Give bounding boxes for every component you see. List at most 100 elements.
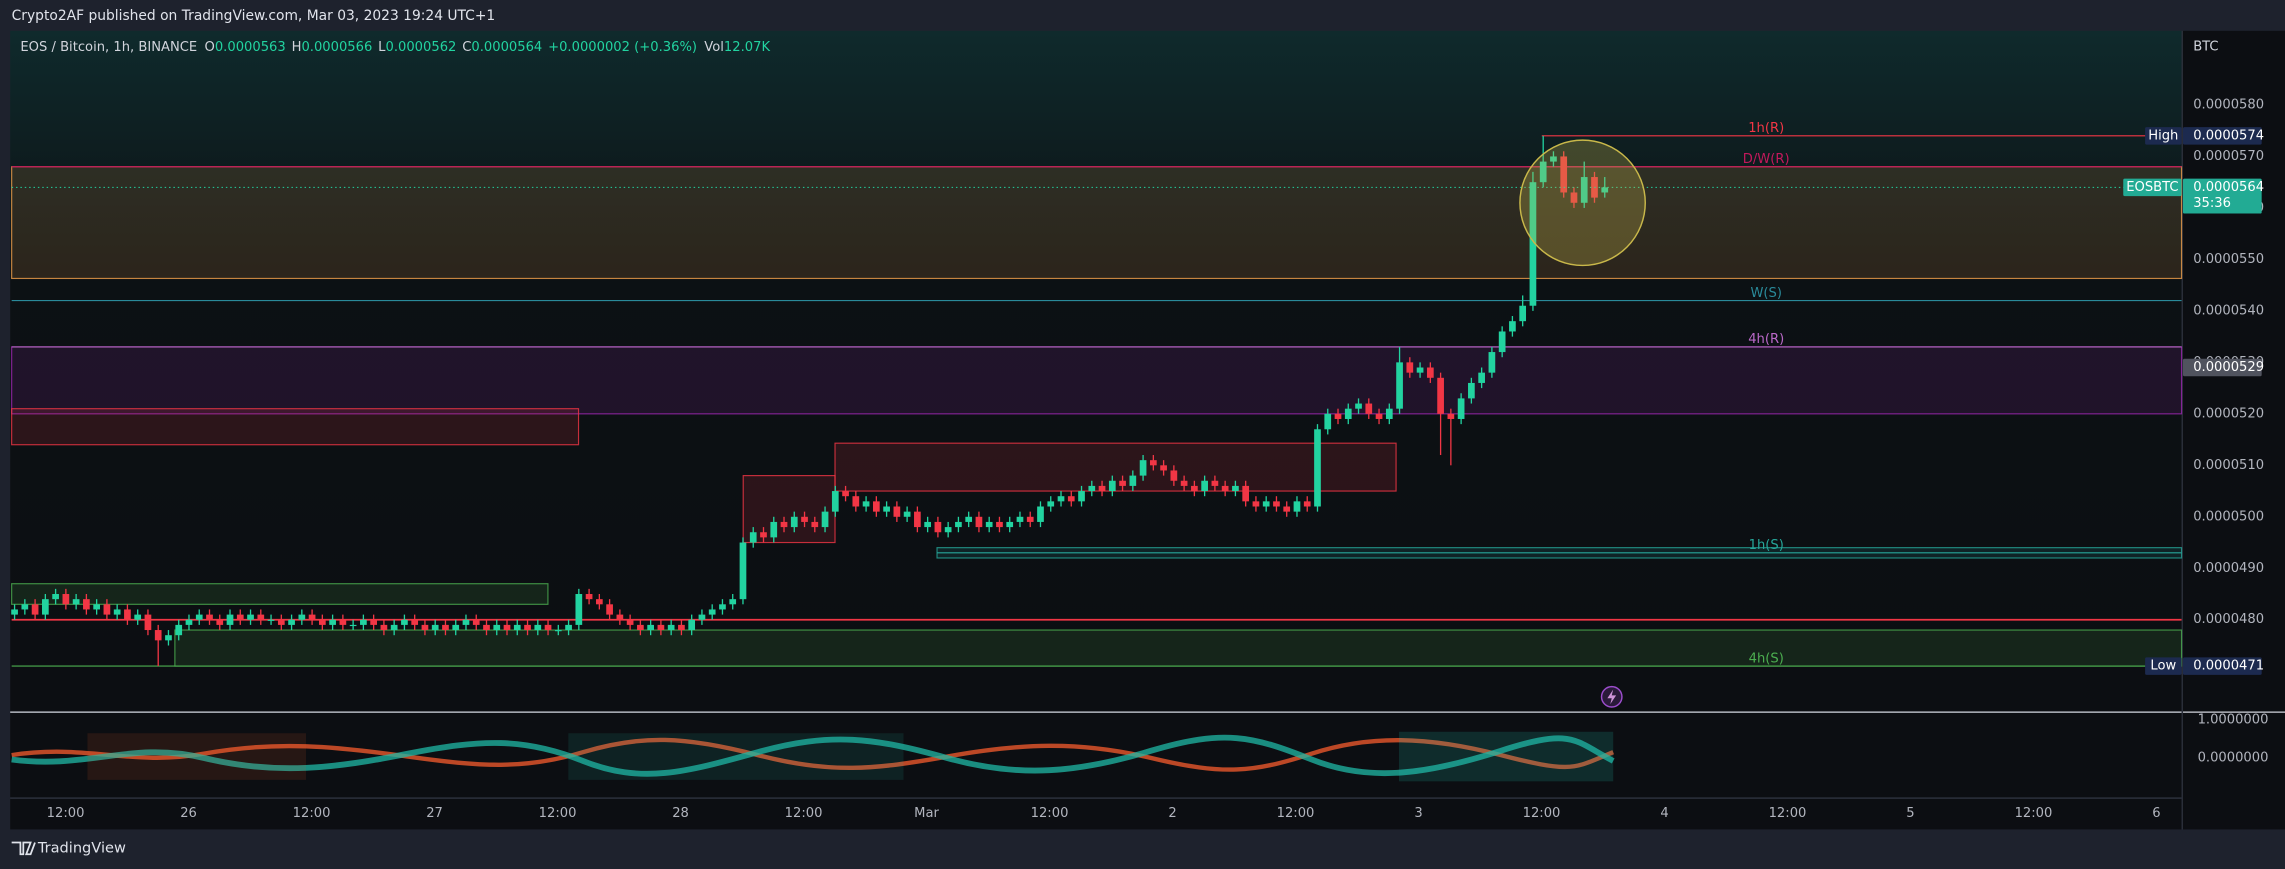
candle-body: [688, 619, 696, 631]
candle-body: [216, 619, 224, 625]
legend-change: +0.0000002 (+0.36%): [548, 39, 697, 54]
candle-body: [298, 614, 306, 620]
candle-body: [1160, 465, 1167, 471]
candle-body: [31, 604, 39, 615]
candle-body: [175, 624, 183, 636]
candle-body: [185, 619, 193, 625]
candle-body: [165, 635, 172, 641]
candle-body: [1170, 470, 1178, 481]
candle-body: [903, 511, 911, 517]
oscillator: [11, 731, 1615, 782]
candle-body: [1437, 377, 1444, 414]
candle-body: [1037, 506, 1044, 522]
x-tick-label: 4: [1660, 806, 1668, 821]
candle-body: [513, 624, 521, 631]
x-tick-label: 27: [426, 806, 443, 821]
candle-body: [462, 619, 470, 625]
candle-body: [1426, 367, 1434, 378]
candle-body: [678, 624, 685, 631]
candle-body: [1580, 177, 1588, 203]
zone: [11, 346, 2183, 415]
brand[interactable]: TradingView: [37, 839, 126, 856]
candle-body: [1416, 367, 1424, 373]
event-icon-bolt: [1607, 689, 1617, 705]
candle-body: [1560, 156, 1568, 193]
candle-body: [1057, 496, 1065, 502]
price-tag: [2182, 127, 2262, 145]
candle-body: [154, 630, 162, 641]
candle-body: [585, 594, 593, 600]
candle-body: [534, 624, 542, 631]
candle-body: [1519, 305, 1527, 322]
published-line: Crypto2AF published on TradingView.com, …: [12, 8, 496, 24]
candle-body: [1375, 413, 1383, 419]
level-label: D/W(R): [1743, 152, 1790, 167]
highlight-circle: [1519, 139, 1646, 267]
candle-body: [308, 614, 316, 620]
candle-body: [657, 624, 665, 631]
candle-body: [267, 619, 275, 621]
candle-body: [1191, 485, 1198, 492]
legend-key: C: [462, 39, 471, 54]
x-tick-label: 12:00: [47, 806, 85, 821]
currency: BTC: [2193, 39, 2218, 54]
candle-body: [318, 619, 326, 625]
candle-body: [1242, 485, 1250, 502]
candle-body: [236, 614, 244, 620]
candle-body: [493, 624, 501, 631]
x-tick-label: 12:00: [1523, 806, 1561, 821]
price-tag-label: 0.0000564: [2193, 180, 2264, 195]
price-tag: [2182, 657, 2262, 675]
candle-body: [442, 624, 449, 631]
candle-body: [1252, 501, 1260, 507]
candle-body: [349, 624, 357, 627]
candle-body: [1529, 182, 1537, 306]
candle-body: [1273, 501, 1280, 507]
candle-body: [790, 516, 798, 528]
candle-body: [277, 619, 285, 625]
candle-body: [72, 599, 80, 605]
candle-body: [739, 542, 747, 600]
x-tick-label: Mar: [914, 806, 939, 821]
candle-body: [1550, 156, 1557, 162]
x-tick-label: 12:00: [785, 806, 823, 821]
candle-body: [1211, 480, 1219, 486]
candle-body: [360, 619, 367, 625]
candle-body: [21, 604, 29, 610]
candle-body: [1509, 321, 1516, 332]
osc-band: [11, 737, 1615, 772]
candle-body: [842, 491, 849, 497]
candle-body: [606, 604, 613, 615]
osc-tick-label: 1.0000000: [2198, 713, 2269, 728]
candle-body: [944, 527, 952, 533]
candle-body: [195, 614, 203, 620]
legend-value: 0.0000562: [385, 39, 456, 54]
legend-value: 0.0000566: [301, 39, 372, 54]
candle-body: [401, 619, 408, 625]
x-tick-label: 3: [1414, 806, 1422, 821]
candle-body: [595, 599, 603, 605]
candle-body: [431, 624, 439, 631]
candle-body: [893, 506, 901, 517]
candle-body: [1262, 501, 1270, 507]
candle-body: [1468, 382, 1475, 399]
y-tick-label: 0.0000480: [2193, 612, 2264, 627]
candle-body: [647, 624, 654, 631]
y-tick-label: 0.0000500: [2193, 509, 2264, 524]
price-tag-label: 0.0000529: [2193, 360, 2264, 375]
candle-body: [1478, 372, 1485, 383]
zones: [11, 166, 2183, 667]
candle-body: [760, 532, 767, 538]
candle-body: [483, 624, 490, 631]
candle-body: [1324, 413, 1332, 430]
candle-body: [1601, 187, 1609, 193]
level-label: W(S): [1750, 286, 1782, 301]
candle-body: [801, 516, 808, 522]
candle-body: [698, 614, 706, 620]
zone: [174, 629, 2183, 667]
candle-body: [1067, 496, 1075, 502]
candle-body: [554, 630, 562, 632]
candle-body: [134, 614, 142, 620]
candle-body: [996, 521, 1003, 528]
candle-body: [1334, 413, 1342, 419]
